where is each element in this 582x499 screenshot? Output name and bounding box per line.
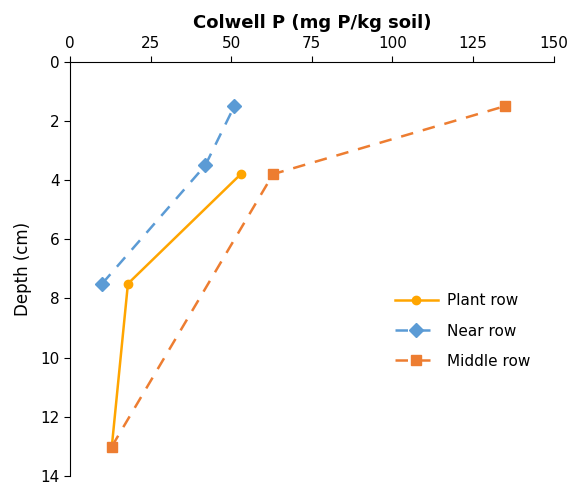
Near row	[231, 103, 238, 109]
X-axis label: Colwell P (mg P/kg soil): Colwell P (mg P/kg soil)	[193, 14, 431, 32]
Near row	[202, 162, 209, 168]
Middle row	[108, 444, 115, 450]
Middle row	[502, 103, 509, 109]
Legend: Plant row, Near row, Middle row: Plant row, Near row, Middle row	[389, 287, 537, 375]
Line: Near row: Near row	[97, 101, 239, 288]
Line: Middle row: Middle row	[107, 101, 510, 452]
Plant row	[125, 280, 132, 286]
Plant row	[237, 171, 244, 177]
Plant row	[108, 444, 115, 450]
Y-axis label: Depth (cm): Depth (cm)	[14, 222, 32, 316]
Line: Plant row: Plant row	[108, 170, 245, 451]
Near row	[99, 280, 106, 286]
Middle row	[269, 171, 276, 177]
